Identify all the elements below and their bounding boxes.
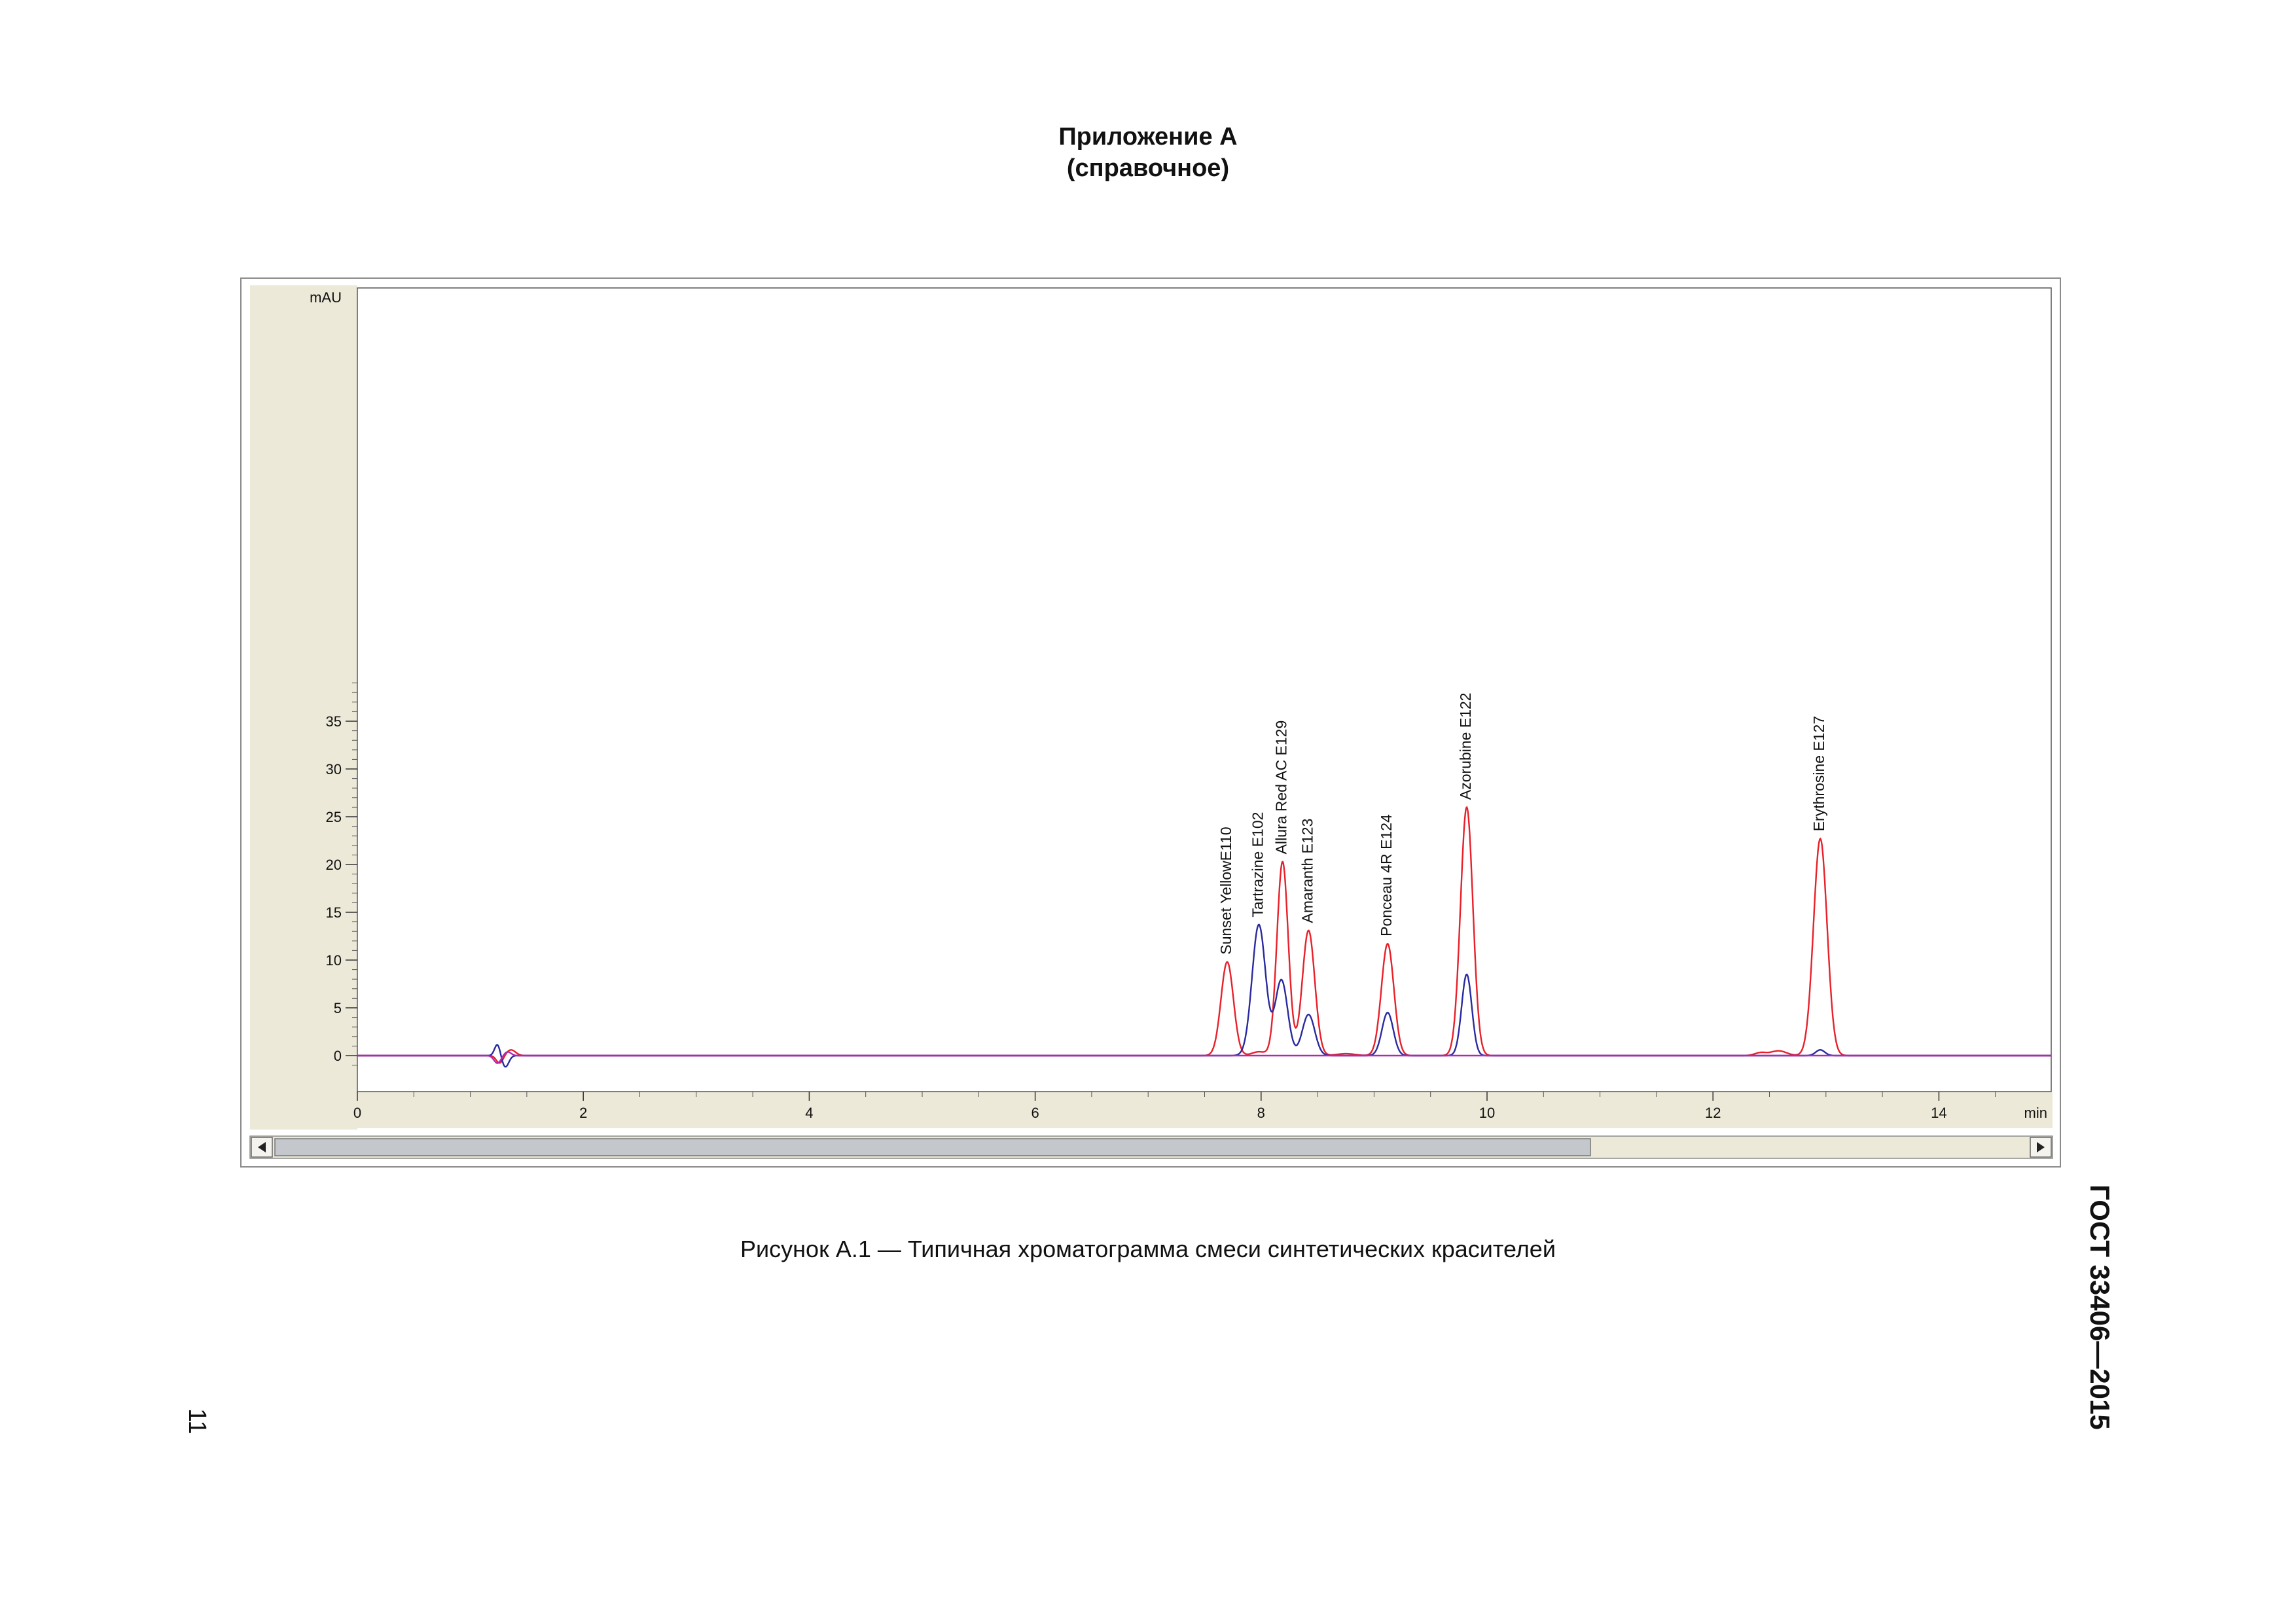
y-tick-label: 15	[326, 904, 342, 921]
y-tick-label: 30	[326, 761, 342, 777]
y-tick-label: 5	[334, 1000, 342, 1016]
page-number: 11	[183, 1408, 211, 1435]
peak-label: Azorubine E122	[1457, 692, 1474, 800]
x-tick-label: 12	[1705, 1105, 1721, 1121]
y-tick-label: 25	[326, 809, 342, 825]
standard-number: ГОСТ 33406—2015	[2085, 1185, 2115, 1430]
appendix-subtitle: (справочное)	[1066, 154, 1230, 182]
x-tick-label: 0	[353, 1105, 361, 1121]
arrow-right-icon	[2037, 1142, 2045, 1152]
x-tick-label: 2	[579, 1105, 587, 1121]
scrollbar-thumb[interactable]	[274, 1138, 1591, 1156]
trace-magenta	[357, 1051, 2051, 1064]
y-tick-label: 20	[326, 857, 342, 873]
y-tick-label: 0	[334, 1048, 342, 1064]
y-tick-label: 35	[326, 713, 342, 730]
arrow-left-icon	[258, 1142, 266, 1152]
x-axis-label: min	[2024, 1105, 2047, 1121]
x-tick-label: 14	[1931, 1105, 1946, 1121]
x-axis-strip	[250, 1092, 2053, 1128]
peak-label: Tartrazine E102	[1249, 812, 1266, 918]
plot-area	[357, 287, 2052, 1092]
peak-label: Allura Red AC E129	[1273, 721, 1290, 855]
appendix-title: Приложение А	[1058, 123, 1238, 151]
figure-caption: Рисунок А.1 — Типичная хроматограмма сме…	[740, 1236, 1556, 1262]
x-tick-label: 6	[1031, 1105, 1039, 1121]
x-tick-label: 10	[1479, 1105, 1495, 1121]
axes: 0 5 10 15 20 25 30 35 mAU 0 2 4 6 8 10 12 14 min	[310, 289, 2047, 1121]
x-tick-label: 4	[805, 1105, 813, 1121]
peak-label: Ponceau 4R E124	[1378, 814, 1395, 936]
horizontal-scrollbar[interactable]	[249, 1135, 2053, 1159]
peak-label: Sunset YellowE110	[1217, 827, 1234, 954]
y-axis-label: mAU	[310, 289, 342, 306]
traces	[357, 806, 2051, 1068]
peak-label: Erythrosine E127	[1810, 716, 1827, 831]
peak-labels: Sunset YellowE110 Tartrazine E102 Allura R…	[1217, 692, 1827, 954]
peak-label: Amaranth E123	[1299, 819, 1316, 923]
y-tick-label: 10	[326, 952, 342, 969]
x-tick-label: 8	[1257, 1105, 1265, 1121]
y-axis-strip	[250, 285, 357, 1130]
